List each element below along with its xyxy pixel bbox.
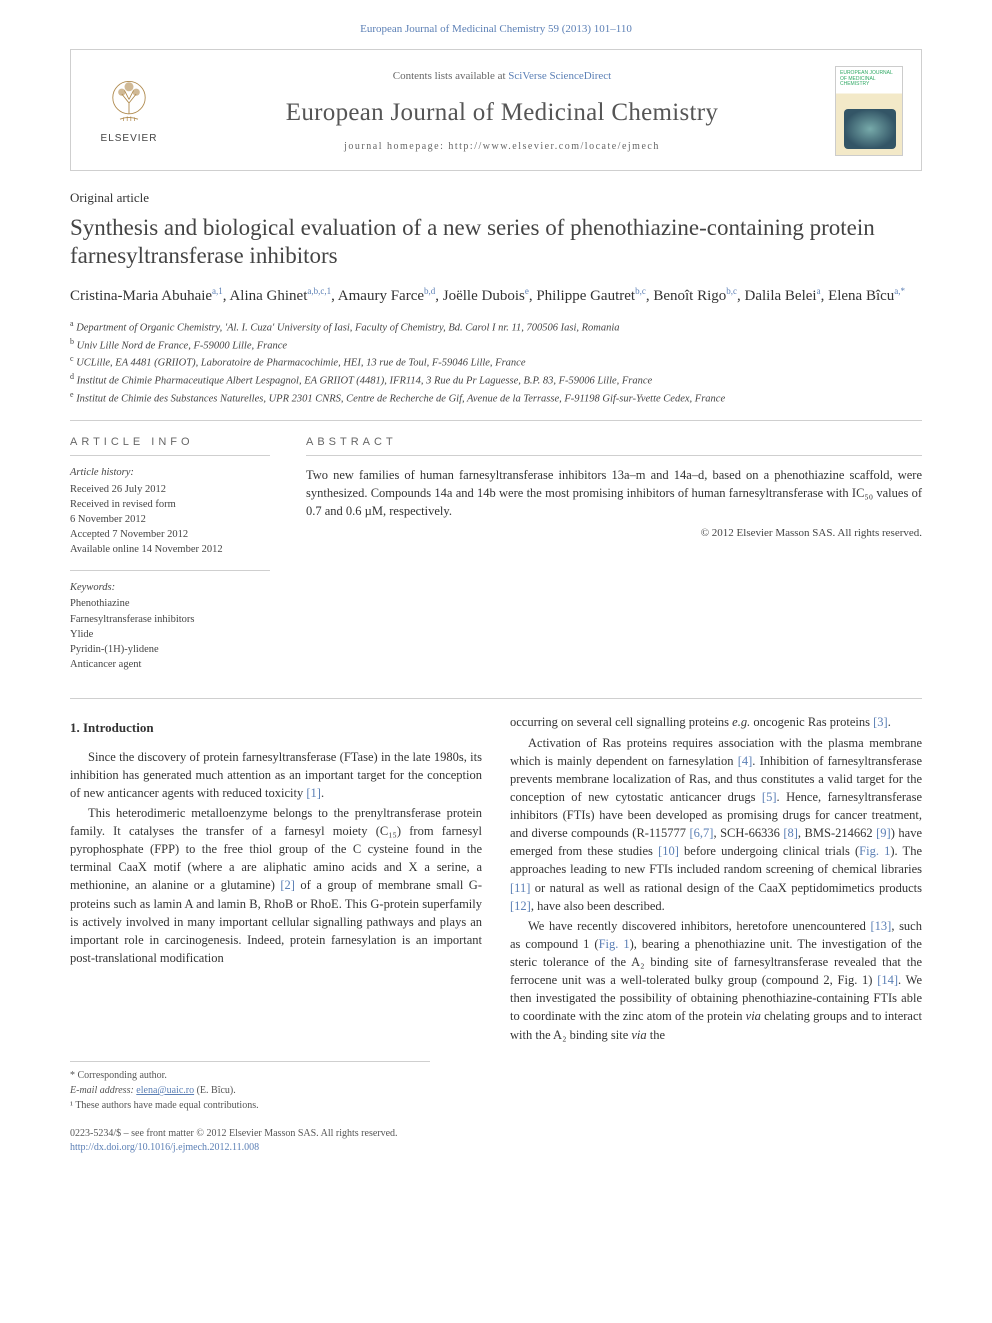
abstract-heading: ABSTRACT xyxy=(306,435,922,455)
paragraph: Since the discovery of protein farnesylt… xyxy=(70,748,482,802)
publisher-name: ELSEVIER xyxy=(101,132,158,146)
keywords-label: Keywords: xyxy=(70,581,270,596)
article-history-label: Article history: xyxy=(70,466,270,481)
corresponding-author-note: * Corresponding author. xyxy=(70,1068,430,1083)
journal-frame: ELSEVIER Contents lists available at Sci… xyxy=(70,49,922,171)
article-info-heading: ARTICLE INFO xyxy=(70,435,270,455)
body-two-columns: 1. Introduction Since the discovery of p… xyxy=(70,713,922,1113)
keyword-line: Anticancer agent xyxy=(70,657,270,672)
keyword-line: Phenothiazine xyxy=(70,596,270,611)
journal-name: European Journal of Medicinal Chemistry xyxy=(179,95,825,130)
history-line: 6 November 2012 xyxy=(70,512,270,527)
keyword-line: Ylide xyxy=(70,627,270,642)
abstract-column: ABSTRACT Two new families of human farne… xyxy=(306,435,922,684)
body-column-right: occurring on several cell signalling pro… xyxy=(510,713,922,1113)
affiliation-line: b Univ Lille Nord de France, F-59000 Lil… xyxy=(70,336,922,354)
separator-rule xyxy=(70,420,922,421)
cover-title-text: EUROPEAN JOURNAL OF MEDICINAL CHEMISTRY xyxy=(840,71,898,88)
footer-bar: 0223-5234/$ – see front matter © 2012 El… xyxy=(70,1127,922,1155)
footnotes-block: * Corresponding author. E-mail address: … xyxy=(70,1061,430,1113)
contents-available-line: Contents lists available at SciVerse Sci… xyxy=(179,69,825,84)
separator-rule xyxy=(70,698,922,699)
authors-list: Cristina-Maria Abuhaiea,1, Alina Ghineta… xyxy=(70,285,922,308)
homepage-url[interactable]: http://www.elsevier.com/locate/ejmech xyxy=(448,141,659,152)
cover-graphic-icon xyxy=(844,109,896,149)
contents-prefix: Contents lists available at xyxy=(393,70,508,82)
affiliation-line: c UCLille, EA 4481 (GRIIOT), Laboratoire… xyxy=(70,353,922,371)
affiliation-line: e Institut de Chimie des Substances Natu… xyxy=(70,389,922,407)
affiliation-line: a Department of Organic Chemistry, 'Al. … xyxy=(70,318,922,336)
article-title: Synthesis and biological evaluation of a… xyxy=(70,214,922,272)
abstract-text: Two new families of human farnesyltransf… xyxy=(306,466,922,520)
email-label: E-mail address: xyxy=(70,1085,134,1096)
history-line: Accepted 7 November 2012 xyxy=(70,527,270,542)
footer-copyright-line: 0223-5234/$ – see front matter © 2012 El… xyxy=(70,1127,398,1141)
history-line: Available online 14 November 2012 xyxy=(70,542,270,557)
header-citation: European Journal of Medicinal Chemistry … xyxy=(0,0,992,49)
article-info-column: ARTICLE INFO Article history: Received 2… xyxy=(70,435,270,684)
journal-cover-thumbnail: EUROPEAN JOURNAL OF MEDICINAL CHEMISTRY xyxy=(835,66,903,156)
paragraph: Activation of Ras proteins requires asso… xyxy=(510,734,922,915)
corresponding-email-link[interactable]: elena@uaic.ro xyxy=(136,1085,194,1096)
homepage-prefix: journal homepage: xyxy=(344,141,448,152)
article-type: Original article xyxy=(70,189,922,207)
publisher-logo-block: ELSEVIER xyxy=(89,76,169,146)
affiliations-list: a Department of Organic Chemistry, 'Al. … xyxy=(70,318,922,407)
body-column-left: 1. Introduction Since the discovery of p… xyxy=(70,713,482,1113)
affiliation-line: d Institut de Chimie Pharmaceutique Albe… xyxy=(70,371,922,389)
doi-link[interactable]: http://dx.doi.org/10.1016/j.ejmech.2012.… xyxy=(70,1142,259,1153)
history-line: Received 26 July 2012 xyxy=(70,482,270,497)
paragraph: We have recently discovered inhibitors, … xyxy=(510,917,922,1044)
keyword-line: Farnesyltransferase inhibitors xyxy=(70,612,270,627)
email-owner: (E. Bîcu). xyxy=(197,1085,236,1096)
paragraph: This heterodimeric metalloenzyme belongs… xyxy=(70,804,482,967)
elsevier-tree-icon xyxy=(102,76,156,130)
abstract-copyright: © 2012 Elsevier Masson SAS. All rights r… xyxy=(306,526,922,541)
history-line: Received in revised form xyxy=(70,497,270,512)
section-heading: 1. Introduction xyxy=(70,719,482,737)
homepage-line: journal homepage: http://www.elsevier.co… xyxy=(179,140,825,154)
paragraph: occurring on several cell signalling pro… xyxy=(510,713,922,731)
sciencedirect-link[interactable]: SciVerse ScienceDirect xyxy=(508,70,611,82)
keyword-line: Pyridin-(1H)-ylidene xyxy=(70,642,270,657)
equal-contribution-note: ¹ These authors have made equal contribu… xyxy=(70,1098,430,1113)
